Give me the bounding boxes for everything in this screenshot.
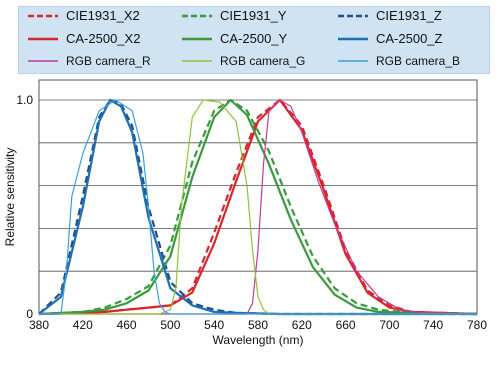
x-tick-label: 740 [423,318,443,332]
series-line-ca-2500-x2 [38,98,478,316]
plot-frame [38,79,478,315]
x-tick-label: 420 [73,318,93,332]
x-tick-label: 580 [248,318,268,332]
legend-label: CA-2500_X2 [66,31,140,46]
y-tick-label: 1.0 [16,93,33,107]
legend-label: CIE1931_Z [376,8,442,23]
series-line-ca-2500-y [38,98,478,316]
x-axis-title: Wavelength (nm) [213,333,304,347]
legend-panel [18,6,490,74]
x-tick-label: 700 [379,318,399,332]
series-line-rgb-camera-r [39,99,478,315]
y-axis-title: Relative sensitivity [3,148,17,247]
legend-label: RGB camera_R [66,54,151,68]
series-line-cie1931-y [38,98,478,316]
series-line-rgb-camera-b [39,99,477,315]
x-tick-label: 380 [29,318,49,332]
x-tick-label: 660 [336,318,356,332]
legend-label: CA-2500_Y [220,31,288,46]
x-tick-label: 460 [117,318,137,332]
legend-label: RGB camera_B [376,54,460,68]
legend-label: CIE1931_Y [220,8,287,23]
legend-label: CA-2500_Z [376,31,443,46]
x-tick-label: 780 [467,318,487,332]
series-line-cie1931-x2 [38,98,478,316]
x-tick-label: 540 [204,318,224,332]
y-tick-label: 0 [26,307,33,321]
series-line-ca-2500-z [38,98,477,316]
series-line-rgb-camera-g [39,99,477,315]
x-tick-label: 620 [292,318,312,332]
legend-label: RGB camera_G [220,54,305,68]
x-tick-label: 500 [160,318,180,332]
legend-label: CIE1931_X2 [66,8,140,23]
